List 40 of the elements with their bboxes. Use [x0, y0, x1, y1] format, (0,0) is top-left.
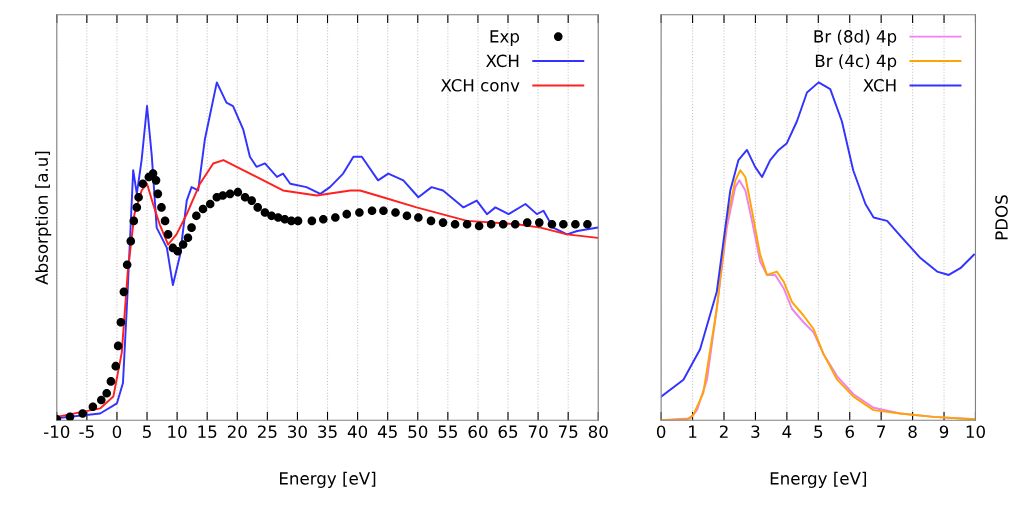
x-tick-label: 7: [877, 425, 886, 438]
x-tick-label: 40: [347, 425, 368, 438]
x-axis-title: Energy [eV]: [280, 471, 376, 488]
x-tick-label: 70: [528, 425, 548, 438]
x-tick-label: 75: [558, 425, 578, 438]
x-tick-label: -5: [79, 425, 94, 438]
x-tick-label: 60: [468, 425, 488, 438]
x-tick-label: 25: [257, 425, 277, 438]
y-axis-title: Absorption [a.u]: [35, 151, 52, 285]
legend-label: Exp: [490, 30, 520, 46]
x-tick-label: 8: [908, 425, 917, 438]
x-tick-label: 3: [751, 425, 760, 438]
x-tick-label: 1: [689, 425, 697, 438]
x-tick-label: 80: [588, 425, 608, 438]
x-tick-label: 30: [288, 425, 307, 438]
x-tick-label: 55: [438, 425, 457, 438]
x-tick-label: 5: [143, 425, 151, 438]
x-tick-label: 65: [498, 425, 518, 438]
x-tick-label: 6: [845, 425, 854, 438]
x-tick-label: 0: [112, 425, 122, 438]
x-axis-title: Energy [eV]: [770, 471, 867, 488]
x-tick-label: 20: [227, 425, 247, 438]
x-tick-label: 9: [939, 425, 949, 438]
x-tick-label: 45: [377, 425, 397, 438]
x-tick-label: 5: [814, 425, 823, 438]
legend-label: Br (4c) 4p: [815, 54, 897, 71]
x-tick-label: -10: [43, 425, 70, 438]
x-tick-label: 15: [198, 425, 217, 438]
x-tick-label: 2: [719, 425, 728, 438]
x-tick-label: 50: [408, 425, 428, 438]
y-axis-title: PDOS: [995, 195, 1008, 240]
legend-label: XCH: [486, 54, 519, 68]
x-tick-label: 10: [966, 425, 985, 438]
legend-label: Br (8d) 4p: [814, 29, 897, 46]
x-tick-label: 4: [782, 425, 792, 438]
x-tick-label: 10: [168, 425, 187, 438]
legend-label: XCH conv: [440, 79, 520, 92]
x-tick-label: 35: [318, 425, 337, 438]
x-tick-label: 0: [656, 425, 666, 438]
legend-label: XCH: [863, 79, 896, 92]
